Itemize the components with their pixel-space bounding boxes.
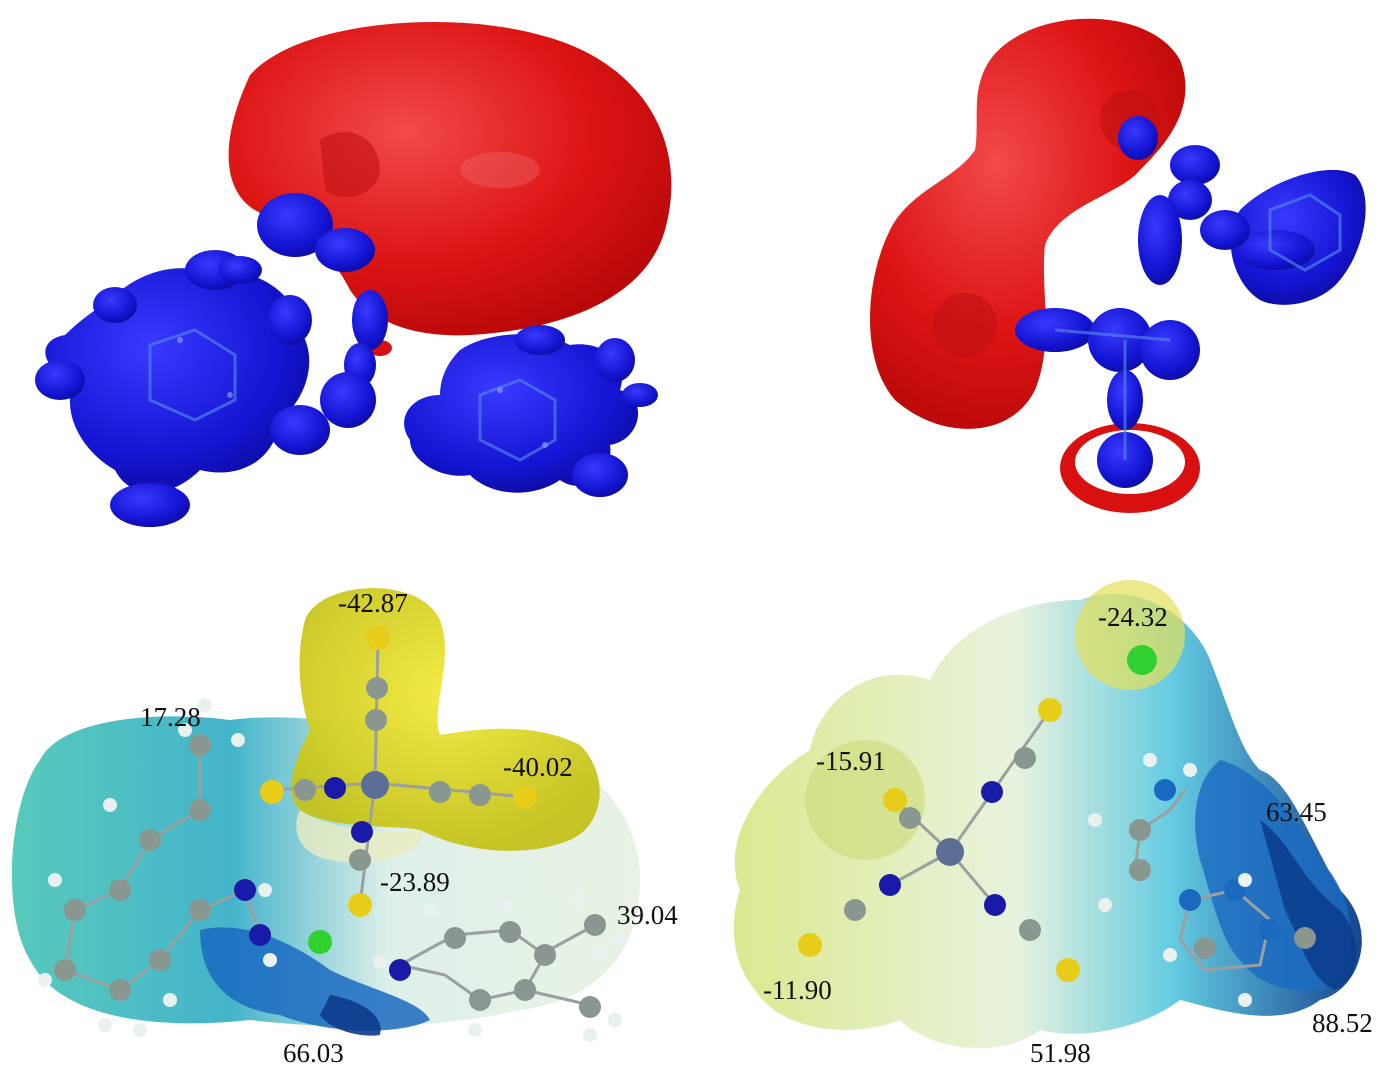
negative-lobe bbox=[35, 193, 658, 527]
esp-value-label: 88.52 bbox=[1312, 1008, 1373, 1038]
esp-value-label: -11.90 bbox=[763, 975, 832, 1005]
positive-lobe bbox=[870, 18, 1186, 429]
esp-map-bottom-right bbox=[733, 580, 1362, 1049]
atoms bbox=[38, 626, 627, 1042]
isosurface-top-left bbox=[35, 22, 672, 527]
isosurface-top-right bbox=[870, 18, 1366, 513]
esp-value-label: -42.87 bbox=[338, 588, 408, 618]
panel-bottom-left: -42.87 17.28 -40.02 -23.89 39.04 66.03 bbox=[0, 560, 700, 1089]
esp-value-label: -40.02 bbox=[503, 752, 573, 782]
esp-map-bottom-left bbox=[11, 588, 641, 1042]
esp-value-label: 39.04 bbox=[617, 900, 678, 930]
atoms bbox=[798, 645, 1316, 1007]
esp-value-label: -15.91 bbox=[816, 746, 886, 776]
esp-value-label: 63.45 bbox=[1266, 797, 1327, 827]
panel-top-right bbox=[860, 0, 1395, 540]
esp-value-label: 51.98 bbox=[1030, 1038, 1091, 1068]
esp-value-label: -24.32 bbox=[1098, 602, 1168, 632]
panel-top-left bbox=[0, 0, 700, 540]
esp-value-label: 66.03 bbox=[283, 1038, 344, 1068]
esp-value-label: -23.89 bbox=[380, 867, 450, 897]
esp-value-label: 17.28 bbox=[140, 702, 201, 732]
positive-lobe bbox=[228, 22, 672, 336]
panel-bottom-right: -24.32 -15.91 63.45 -11.90 51.98 88.52 bbox=[700, 560, 1395, 1089]
